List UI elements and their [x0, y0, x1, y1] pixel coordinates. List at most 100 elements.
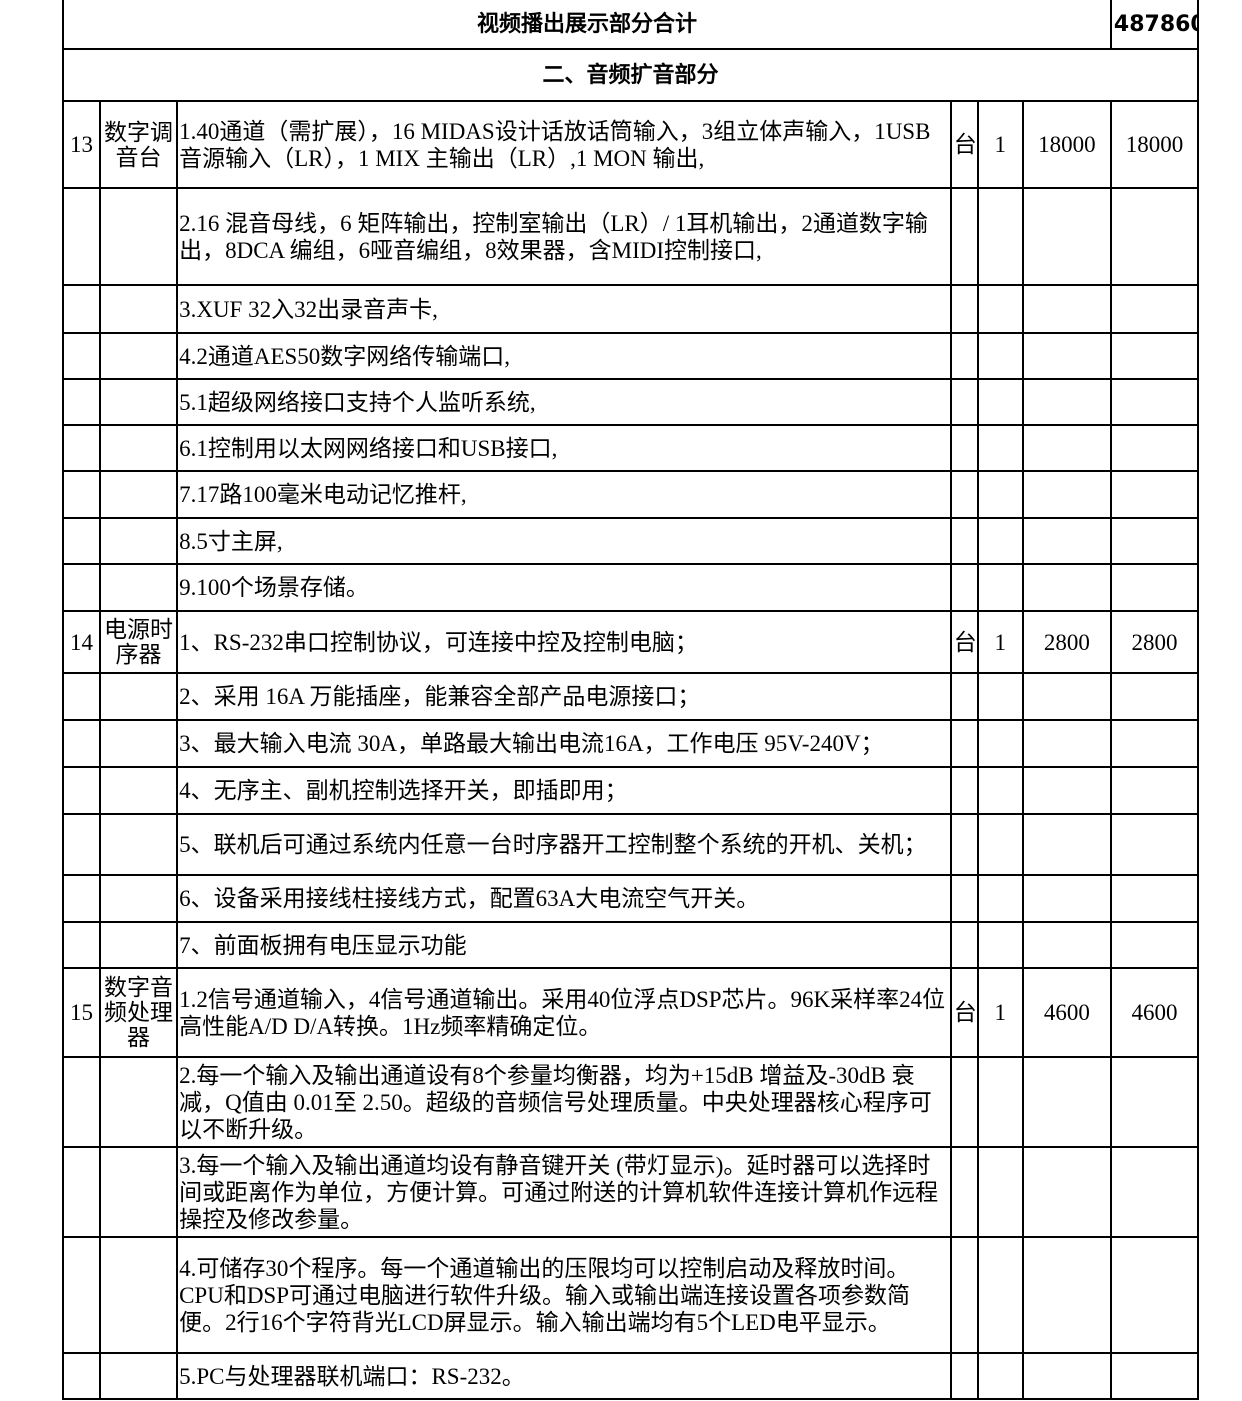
item-name	[99, 1146, 179, 1238]
item-spec: 5、联机后可通过系统内任意一台时序器开工控制整个系统的开机、关机；	[176, 813, 952, 876]
item-number	[61, 563, 102, 612]
item-amount	[1109, 1352, 1200, 1400]
item-unit-price	[1021, 1236, 1112, 1354]
table-row: 4.2通道AES50数字网络传输端口,	[61, 332, 1200, 380]
item-spec: 1.2信号通道输入，4信号通道输出。采用40位浮点DSP芯片。96K采样率24位…	[176, 967, 952, 1058]
item-spec: 7.17路100毫米电动记忆推杆,	[176, 470, 952, 519]
item-amount	[1109, 1236, 1200, 1354]
item-unit: 台	[949, 967, 979, 1058]
item-spec: 5.1超级网络接口支持个人监听系统,	[176, 378, 952, 426]
item-spec: 8.5寸主屏,	[176, 517, 952, 565]
item-amount	[1109, 517, 1200, 565]
item-quantity	[976, 1236, 1024, 1354]
item-number	[61, 1352, 102, 1400]
item-name	[99, 719, 179, 768]
item-spec: 1.40通道（需扩展），16 MIDAS设计话放话筒输入，3组立体声输入，1US…	[176, 100, 952, 189]
item-name: 数字音频处理器	[99, 967, 179, 1058]
item-quantity	[976, 1146, 1024, 1238]
item-name	[99, 921, 179, 969]
item-quantity	[976, 719, 1024, 768]
item-name: 电源时序器	[99, 610, 179, 674]
item-unit-price: 4600	[1021, 967, 1112, 1058]
item-amount	[1109, 921, 1200, 969]
item-unit	[949, 332, 979, 380]
item-unit-price	[1021, 332, 1112, 380]
item-spec: 2、采用 16A 万能插座，能兼容全部产品电源接口；	[176, 672, 952, 721]
item-unit	[949, 517, 979, 565]
item-quantity	[976, 672, 1024, 721]
item-name	[99, 517, 179, 565]
item-amount	[1109, 1056, 1200, 1148]
table-row: 3.XUF 32入32出录音声卡,	[61, 284, 1200, 334]
item-amount	[1109, 766, 1200, 815]
item-amount	[1109, 719, 1200, 768]
table-row: 4、无序主、副机控制选择开关，即插即用；	[61, 766, 1200, 815]
item-spec: 2.每一个输入及输出通道设有8个参量均衡器，均为+15dB 增益及-30dB 衰…	[176, 1056, 952, 1148]
item-number: 15	[61, 967, 102, 1058]
item-number	[61, 1056, 102, 1148]
item-spec: 5.PC与处理器联机端口：RS-232。	[176, 1352, 952, 1400]
item-quantity	[976, 921, 1024, 969]
item-quantity	[976, 766, 1024, 815]
item-spec: 1、RS-232串口控制协议，可连接中控及控制电脑；	[176, 610, 952, 674]
item-name	[99, 1236, 179, 1354]
item-name	[99, 1056, 179, 1148]
summary-row: 视频播出展示部分合计 487860	[62, 0, 1200, 50]
item-quantity	[976, 378, 1024, 426]
item-name	[99, 284, 179, 334]
item-unit-price	[1021, 1146, 1112, 1238]
item-unit	[949, 1352, 979, 1400]
item-spec: 7、前面板拥有电压显示功能	[176, 921, 952, 969]
item-amount	[1109, 563, 1200, 612]
item-unit-price	[1021, 187, 1112, 286]
item-number	[61, 672, 102, 721]
item-amount: 18000	[1109, 100, 1200, 189]
item-name	[99, 563, 179, 612]
item-amount	[1109, 470, 1200, 519]
item-spec: 3、最大输入电流 30A，单路最大输出电流16A，工作电压 95V-240V；	[176, 719, 952, 768]
item-name	[99, 332, 179, 380]
item-unit: 台	[949, 100, 979, 189]
item-name: 数字调音台	[99, 100, 179, 189]
item-spec: 3.每一个输入及输出通道均设有静音键开关 (带灯显示)。延时器可以选择时间或距离…	[176, 1146, 952, 1238]
item-unit-price	[1021, 874, 1112, 923]
item-quantity: 1	[976, 967, 1024, 1058]
item-unit	[949, 563, 979, 612]
item-amount	[1109, 813, 1200, 876]
item-unit	[949, 672, 979, 721]
item-unit	[949, 378, 979, 426]
table-row: 2.16 混音母线，6 矩阵输出，控制室输出（LR）/ 1耳机输出，2通道数字输…	[61, 187, 1200, 286]
item-number	[61, 284, 102, 334]
item-unit-price	[1021, 1056, 1112, 1148]
table-row: 5.PC与处理器联机端口：RS-232。	[61, 1352, 1200, 1400]
item-unit	[949, 813, 979, 876]
item-amount	[1109, 284, 1200, 334]
item-quantity	[976, 470, 1024, 519]
item-amount: 2800	[1109, 610, 1200, 674]
item-unit	[949, 1236, 979, 1354]
item-amount	[1109, 332, 1200, 380]
item-number	[61, 921, 102, 969]
table-row: 8.5寸主屏,	[61, 517, 1200, 565]
item-unit	[949, 1056, 979, 1148]
item-unit: 台	[949, 610, 979, 674]
item-unit-price	[1021, 921, 1112, 969]
item-unit	[949, 187, 979, 286]
item-quantity	[976, 332, 1024, 380]
item-unit	[949, 874, 979, 923]
item-spec: 4.2通道AES50数字网络传输端口,	[176, 332, 952, 380]
table-row: 5.1超级网络接口支持个人监听系统,	[61, 378, 1200, 426]
table-row: 3.每一个输入及输出通道均设有静音键开关 (带灯显示)。延时器可以选择时间或距离…	[61, 1146, 1200, 1238]
item-amount	[1109, 1146, 1200, 1238]
summary-value: 487860	[1109, 0, 1200, 50]
item-name	[99, 766, 179, 815]
table-row: 15 数字音频处理器 1.2信号通道输入，4信号通道输出。采用40位浮点DSP芯片。…	[61, 967, 1200, 1058]
item-quantity	[976, 284, 1024, 334]
item-spec: 3.XUF 32入32出录音声卡,	[176, 284, 952, 334]
item-number	[61, 766, 102, 815]
item-quantity	[976, 1352, 1024, 1400]
item-amount	[1109, 187, 1200, 286]
item-name	[99, 813, 179, 876]
item-unit-price	[1021, 1352, 1112, 1400]
item-unit-price	[1021, 672, 1112, 721]
